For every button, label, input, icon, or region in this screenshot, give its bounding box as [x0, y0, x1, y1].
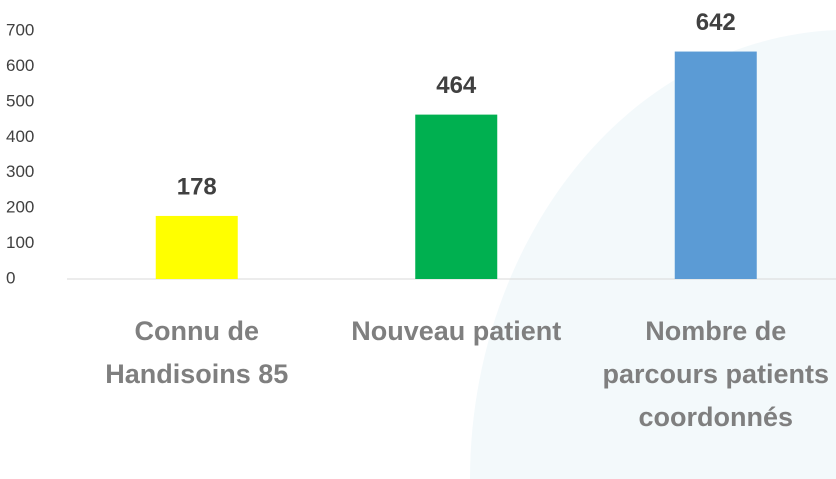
y-tick-label: 100 — [6, 233, 34, 252]
y-tick-label: 400 — [6, 127, 34, 146]
y-tick-label: 500 — [6, 91, 34, 110]
bar — [155, 215, 238, 279]
y-tick-label: 0 — [6, 268, 15, 287]
x-tick-label: Nouveau patient — [351, 316, 562, 346]
x-tick-label: Connu de Handisoins 85 — [105, 316, 289, 389]
y-tick-label: 200 — [6, 198, 34, 217]
value-label: 642 — [696, 9, 736, 36]
value-label: 178 — [177, 173, 217, 200]
bar — [674, 51, 757, 280]
x-tick-label: Nombre de parcours patients coordonnés — [602, 316, 830, 432]
y-tick-label: 700 — [6, 20, 34, 39]
bar — [415, 114, 498, 280]
value-label: 464 — [436, 72, 477, 99]
y-tick-label: 600 — [6, 56, 34, 75]
y-tick-label: 300 — [6, 162, 34, 181]
